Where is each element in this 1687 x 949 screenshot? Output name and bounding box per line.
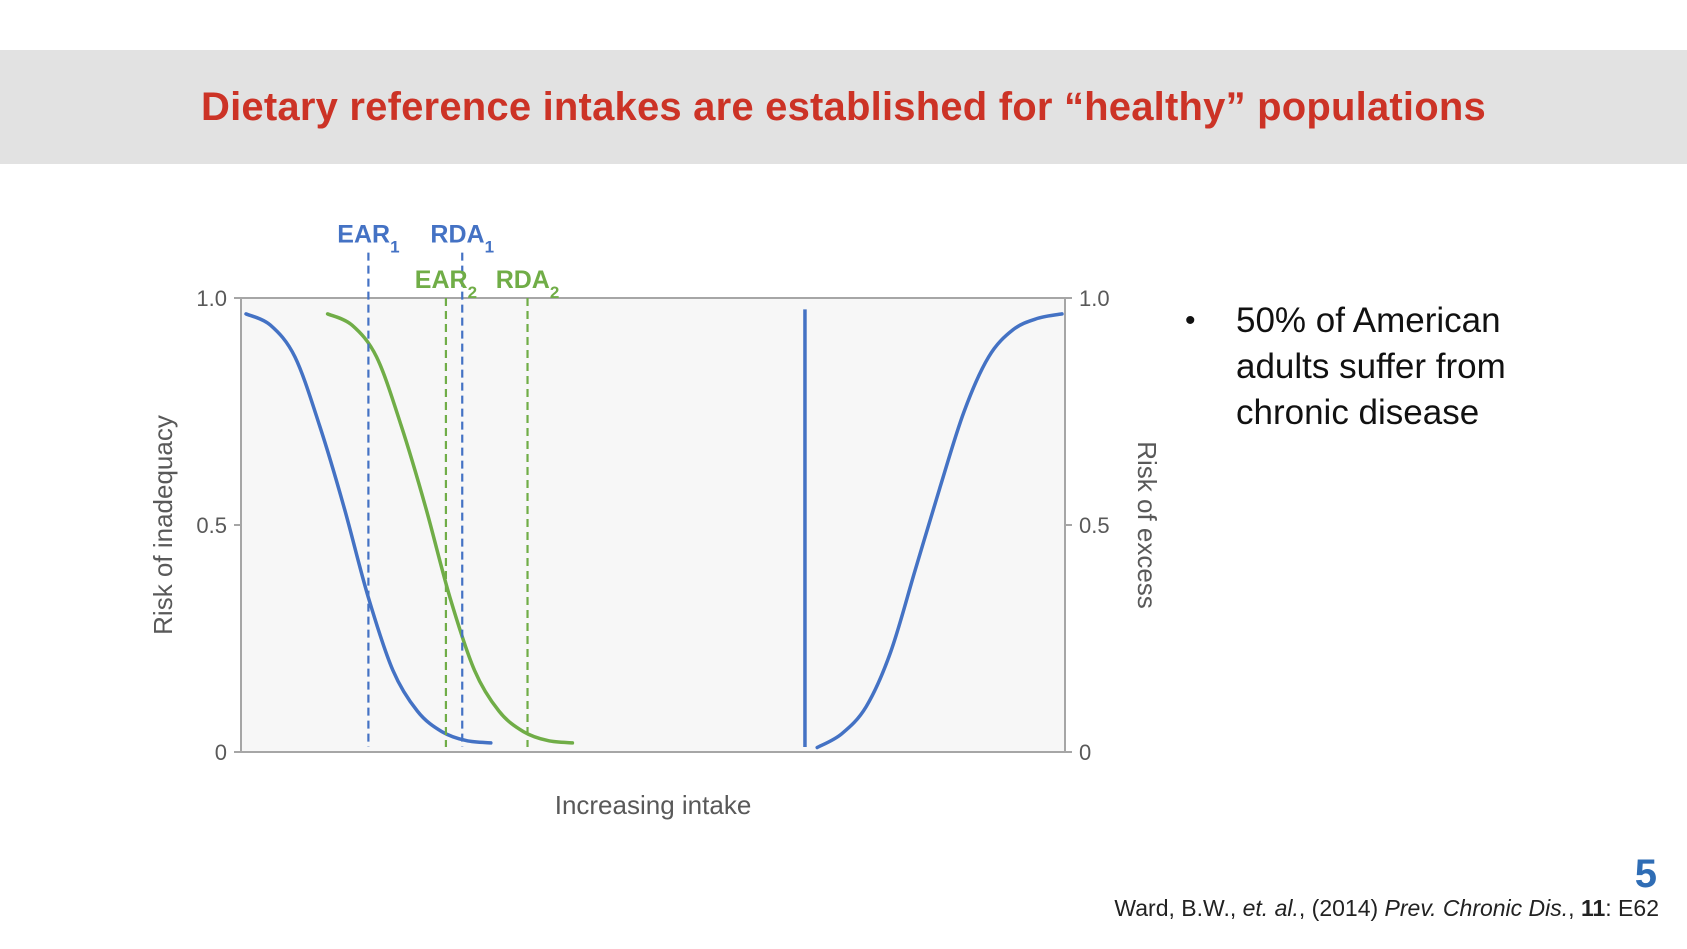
rda-2-label: RDA2 [496, 266, 560, 302]
ref-label-main: EAR [415, 266, 468, 294]
citation-authors: Ward, B.W., [1114, 895, 1243, 921]
bullet-list: • 50% of American adults suffer from chr… [1185, 298, 1585, 436]
ear-1-label: EAR1 [337, 221, 399, 257]
y-axis-label-left: Risk of inadequacy [148, 415, 178, 635]
ref-label-subscript: 1 [485, 237, 494, 256]
citation-sep: , [1568, 895, 1581, 921]
ref-label-main: RDA [430, 221, 484, 249]
citation-etal: et. al. [1242, 895, 1299, 921]
slide-title: Dietary reference intakes are establishe… [201, 84, 1486, 129]
y-axis-label-right: Risk of excess [1132, 441, 1162, 609]
y-tick-label-right: 0.5 [1079, 513, 1110, 538]
citation-volume: 11 [1580, 895, 1606, 921]
y-tick-label-right: 0 [1079, 740, 1091, 765]
axes-layer: 0 0 0.5 0.5 1.0 1.0 [196, 286, 1109, 765]
ref-label-subscript: 2 [468, 283, 477, 302]
y-tick-label-left: 0.5 [196, 513, 227, 538]
bullet-text: 50% of American adults suffer from chron… [1236, 301, 1506, 432]
labels-layer: Increasing intake Risk of inadequacy Ris… [148, 415, 1162, 820]
ref-label-subscript: 2 [550, 283, 559, 302]
ear-2-label: EAR2 [415, 266, 477, 302]
y-tick-label-left: 0 [215, 740, 227, 765]
y-tick-label-left: 1.0 [196, 286, 227, 311]
x-axis-label: Increasing intake [555, 790, 752, 820]
ref-label-main: EAR [337, 221, 390, 249]
page-number: 5 [1634, 852, 1657, 896]
ref-label-subscript: 1 [390, 237, 399, 256]
citation-pages: : E62 [1605, 895, 1659, 921]
ref-label-main: RDA [496, 266, 550, 294]
citation: Ward, B.W., et. al., (2014) Prev. Chroni… [1114, 895, 1659, 922]
bullet-dot-icon: • [1185, 304, 1196, 337]
title-band [0, 50, 1687, 164]
plot-area [241, 298, 1065, 752]
series-line-3 [815, 312, 1064, 750]
bullet-item: • 50% of American adults suffer from chr… [1185, 298, 1585, 436]
citation-year: , (2014) [1298, 895, 1385, 921]
y-tick-label-right: 1.0 [1079, 286, 1110, 311]
rda-1-label: RDA1 [430, 221, 494, 257]
citation-journal: Prev. Chronic Dis. [1384, 895, 1569, 921]
